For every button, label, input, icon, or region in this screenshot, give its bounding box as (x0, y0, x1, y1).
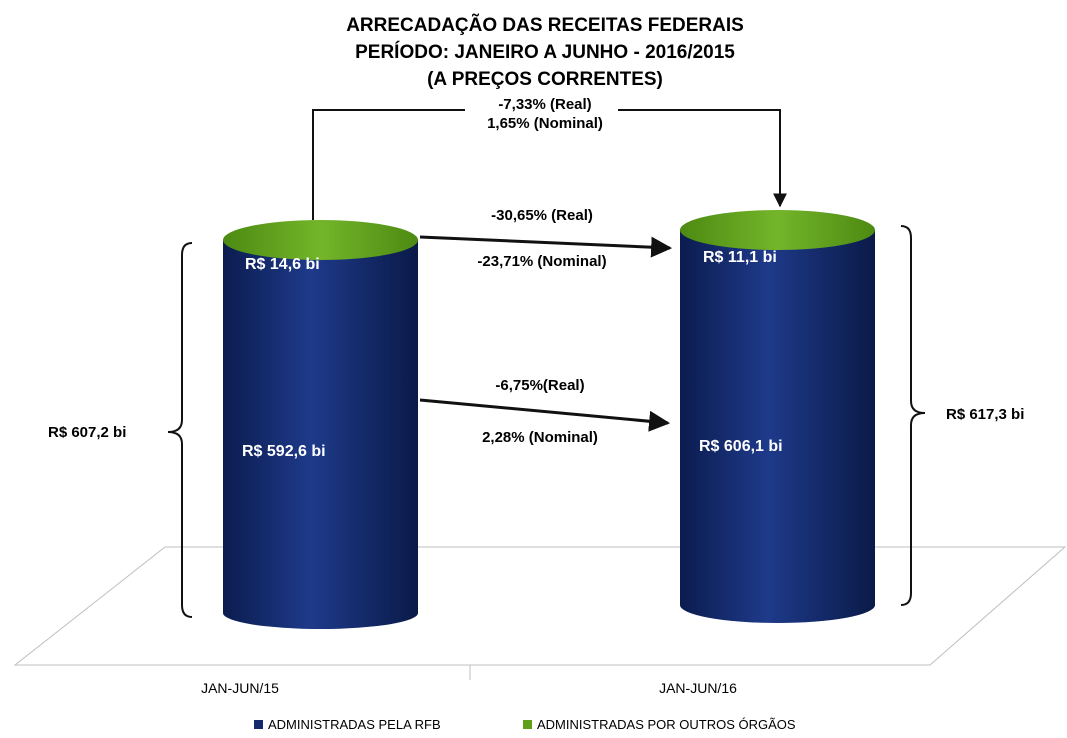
bar-group-jan-jun-15 (223, 220, 418, 629)
chart-title-line-3: (A PREÇOS CORRENTES) (427, 69, 663, 90)
annotation-total-real: -7,33% (Real) (498, 96, 591, 113)
arrow-other-change (419, 235, 673, 258)
total-label-jan-jun-16: R$ 617,3 bi (946, 406, 1024, 423)
total-brace-left (167, 242, 193, 618)
bar-rfb-bottom-jan-jun-16 (680, 587, 875, 623)
legend-label-other: ADMINISTRADAS POR OUTROS ÓRGÃOS (537, 717, 796, 732)
annotation-rfb-nominal: 2,28% (Nominal) (482, 429, 598, 446)
floor-plane (13, 546, 1067, 666)
total-brace-right (900, 225, 926, 606)
label-rfb-jan-jun-16: R$ 606,1 bi (699, 438, 783, 455)
label-other-jan-jun-16: R$ 11,1 bi (703, 249, 777, 266)
bar-other-top-jan-jun-15 (223, 220, 418, 260)
arrow-rfb-change (419, 398, 671, 432)
legend: ADMINISTRADAS PELA RFB ADMINISTRADAS POR… (254, 717, 796, 732)
annotation-other-nominal: -23,71% (Nominal) (477, 253, 606, 270)
legend-swatch-rfb (254, 720, 263, 729)
label-rfb-jan-jun-15: R$ 592,6 bi (242, 443, 326, 460)
bar-group-jan-jun-16 (680, 210, 875, 623)
bar-rfb-jan-jun-15 (223, 240, 418, 613)
bar-rfb-bottom-jan-jun-15 (223, 597, 418, 629)
annotation-rfb-real: -6,75%(Real) (495, 377, 584, 394)
bar-other-top-jan-jun-16 (680, 210, 875, 250)
annotation-total-nominal: 1,65% (Nominal) (487, 115, 603, 132)
category-label-jan-jun-16: JAN-JUN/16 (659, 680, 737, 696)
arrow-total-change (312, 109, 780, 220)
legend-label-rfb: ADMINISTRADAS PELA RFB (268, 717, 441, 732)
category-label-jan-jun-15: JAN-JUN/15 (201, 680, 279, 696)
legend-swatch-other (523, 720, 532, 729)
chart-title-line-1: ARRECADAÇÃO DAS RECEITAS FEDERAIS (346, 14, 744, 36)
label-other-jan-jun-15: R$ 14,6 bi (245, 256, 320, 273)
chart-title-line-2: PERÍODO: JANEIRO A JUNHO - 2016/2015 (355, 41, 735, 63)
annotation-other-real: -30,65% (Real) (491, 207, 593, 224)
total-label-jan-jun-15: R$ 607,2 bi (48, 424, 126, 441)
bar-rfb-jan-jun-16 (680, 230, 875, 605)
